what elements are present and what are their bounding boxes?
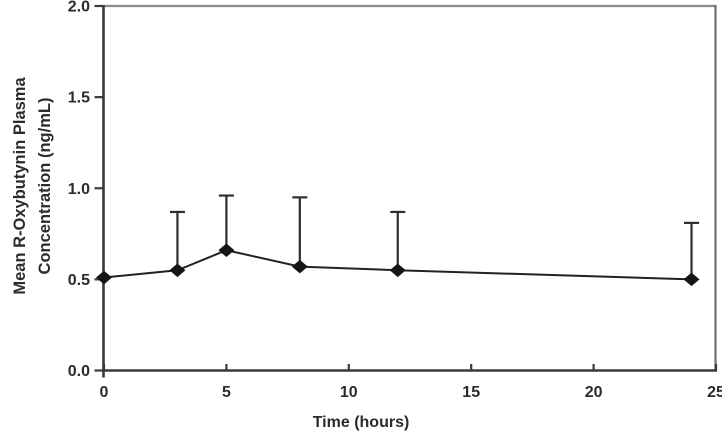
data-point-marker: [291, 259, 308, 274]
data-point-marker: [169, 263, 186, 278]
x-axis-tick-label: 15: [462, 384, 480, 401]
x-axis-tick-label: 0: [100, 384, 109, 401]
y-axis-tick-label: 1.5: [68, 90, 90, 107]
x-axis-tick-label: 10: [340, 384, 358, 401]
data-line: [103, 249, 692, 281]
data-point-marker: [96, 270, 112, 285]
x-axis-tick-label: 25: [707, 384, 722, 401]
x-axis-tick-label: 20: [585, 384, 603, 401]
x-axis-tick-label: 5: [222, 384, 231, 401]
x-axis-title: Time (hours): [312, 414, 410, 431]
y-axis-tick-label: 0.0: [68, 363, 90, 380]
data-point-marker: [683, 272, 700, 287]
data-point-marker: [218, 243, 235, 258]
data-point-marker: [389, 263, 406, 278]
y-axis-tick-label: 1.0: [68, 181, 90, 198]
y-axis-tick-label: 2.0: [68, 0, 90, 16]
y-axis-tick-label: 0.5: [68, 272, 90, 289]
